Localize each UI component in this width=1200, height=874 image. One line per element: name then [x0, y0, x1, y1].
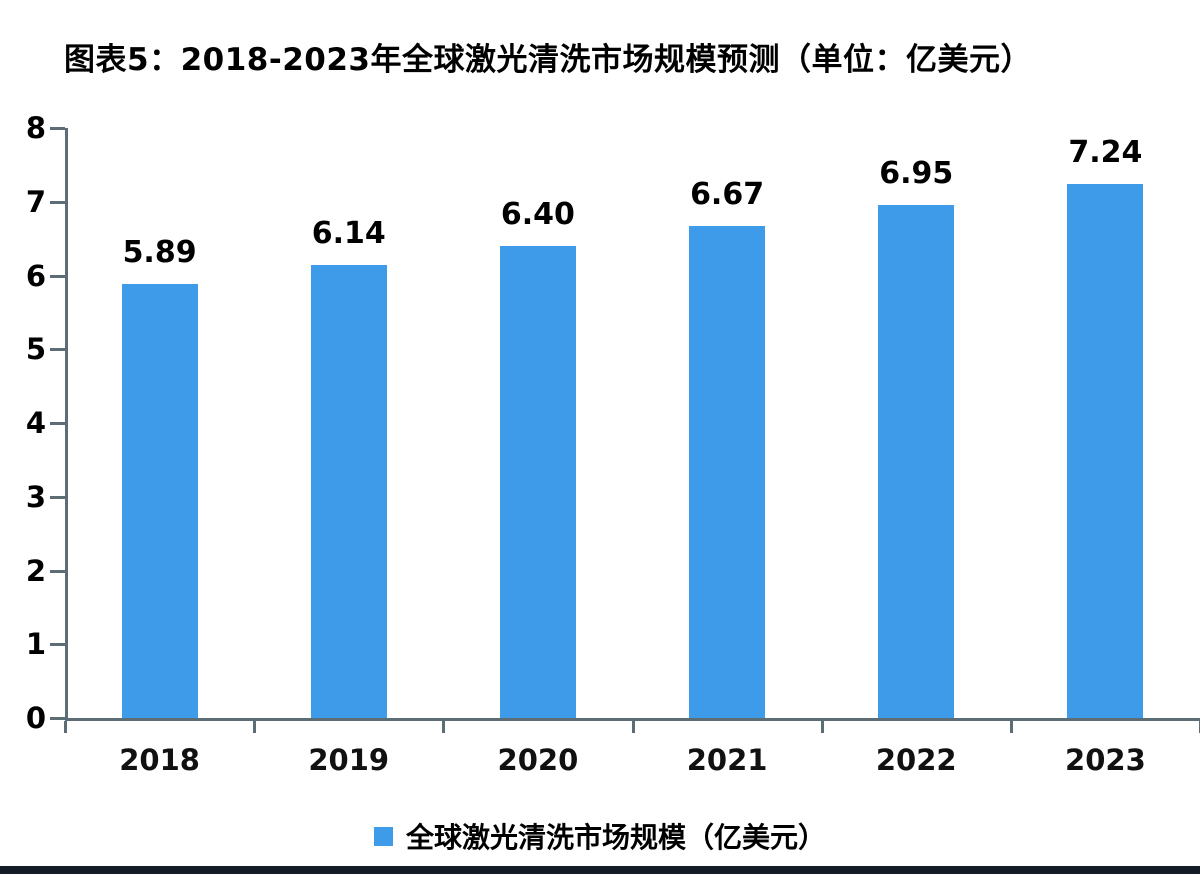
bar [121, 283, 198, 718]
bar-value-label: 6.67 [690, 177, 765, 213]
y-axis-tick-mark [50, 127, 65, 130]
x-axis-tick-label: 2023 [1065, 743, 1146, 777]
y-axis-tick-label: 2 [25, 553, 46, 588]
y-axis-tick-mark [50, 569, 65, 573]
legend-marker-icon [373, 826, 393, 846]
y-axis-tick-mark [50, 348, 65, 352]
bar [310, 265, 387, 718]
y-axis-tick-label: 0 [25, 701, 46, 735]
y-axis-tick-label: 5 [25, 332, 46, 367]
bar-value-label: 6.95 [879, 156, 954, 192]
y-axis-tick-mark [50, 200, 65, 204]
y-axis-tick-label: 6 [25, 258, 46, 293]
y-axis-tick-label: 1 [25, 627, 46, 662]
x-axis-tick-label: 2021 [686, 743, 768, 777]
bar-value-label: 5.89 [122, 234, 197, 270]
x-axis-tick-label: 2022 [875, 743, 957, 777]
x-axis-tick-label: 2018 [119, 743, 200, 777]
bottom-border-bar [0, 866, 1200, 874]
y-axis-tick-mark [50, 495, 65, 499]
bar [878, 205, 955, 718]
bar [1067, 184, 1144, 718]
bar-value-label: 6.14 [311, 216, 386, 252]
bar [499, 246, 576, 718]
x-axis-tick-label: 2019 [308, 743, 390, 777]
y-axis-tick-mark [50, 422, 65, 425]
y-axis-tick-mark [50, 274, 65, 278]
chart-title: 图表5：2018-2023年全球激光清洗市场规模预测（单位：亿美元） [64, 42, 1032, 78]
y-axis-tick-label: 4 [25, 406, 46, 440]
legend-label: 全球激光清洗市场规模（亿美元） [405, 821, 826, 854]
y-axis-tick-mark [50, 717, 65, 720]
x-axis-tick-mark [631, 721, 635, 733]
y-axis-tick-mark [50, 643, 65, 647]
x-axis-tick-label: 2020 [497, 743, 579, 777]
x-axis-tick-mark [820, 721, 824, 733]
x-axis-tick-mark [64, 721, 67, 733]
y-axis-tick-label: 8 [25, 111, 46, 145]
bar-value-label: 6.40 [500, 197, 575, 232]
bar [689, 226, 766, 718]
bar-value-label: 7.24 [1068, 135, 1143, 171]
y-axis-tick-label: 3 [25, 479, 46, 514]
x-axis-tick-mark [1009, 721, 1013, 733]
plot-area [65, 128, 1200, 721]
legend: 全球激光清洗市场规模（亿美元） [0, 816, 1200, 856]
x-axis-tick-mark [253, 721, 257, 733]
y-axis-tick-label: 7 [25, 184, 46, 219]
x-axis-tick-mark [442, 721, 446, 733]
